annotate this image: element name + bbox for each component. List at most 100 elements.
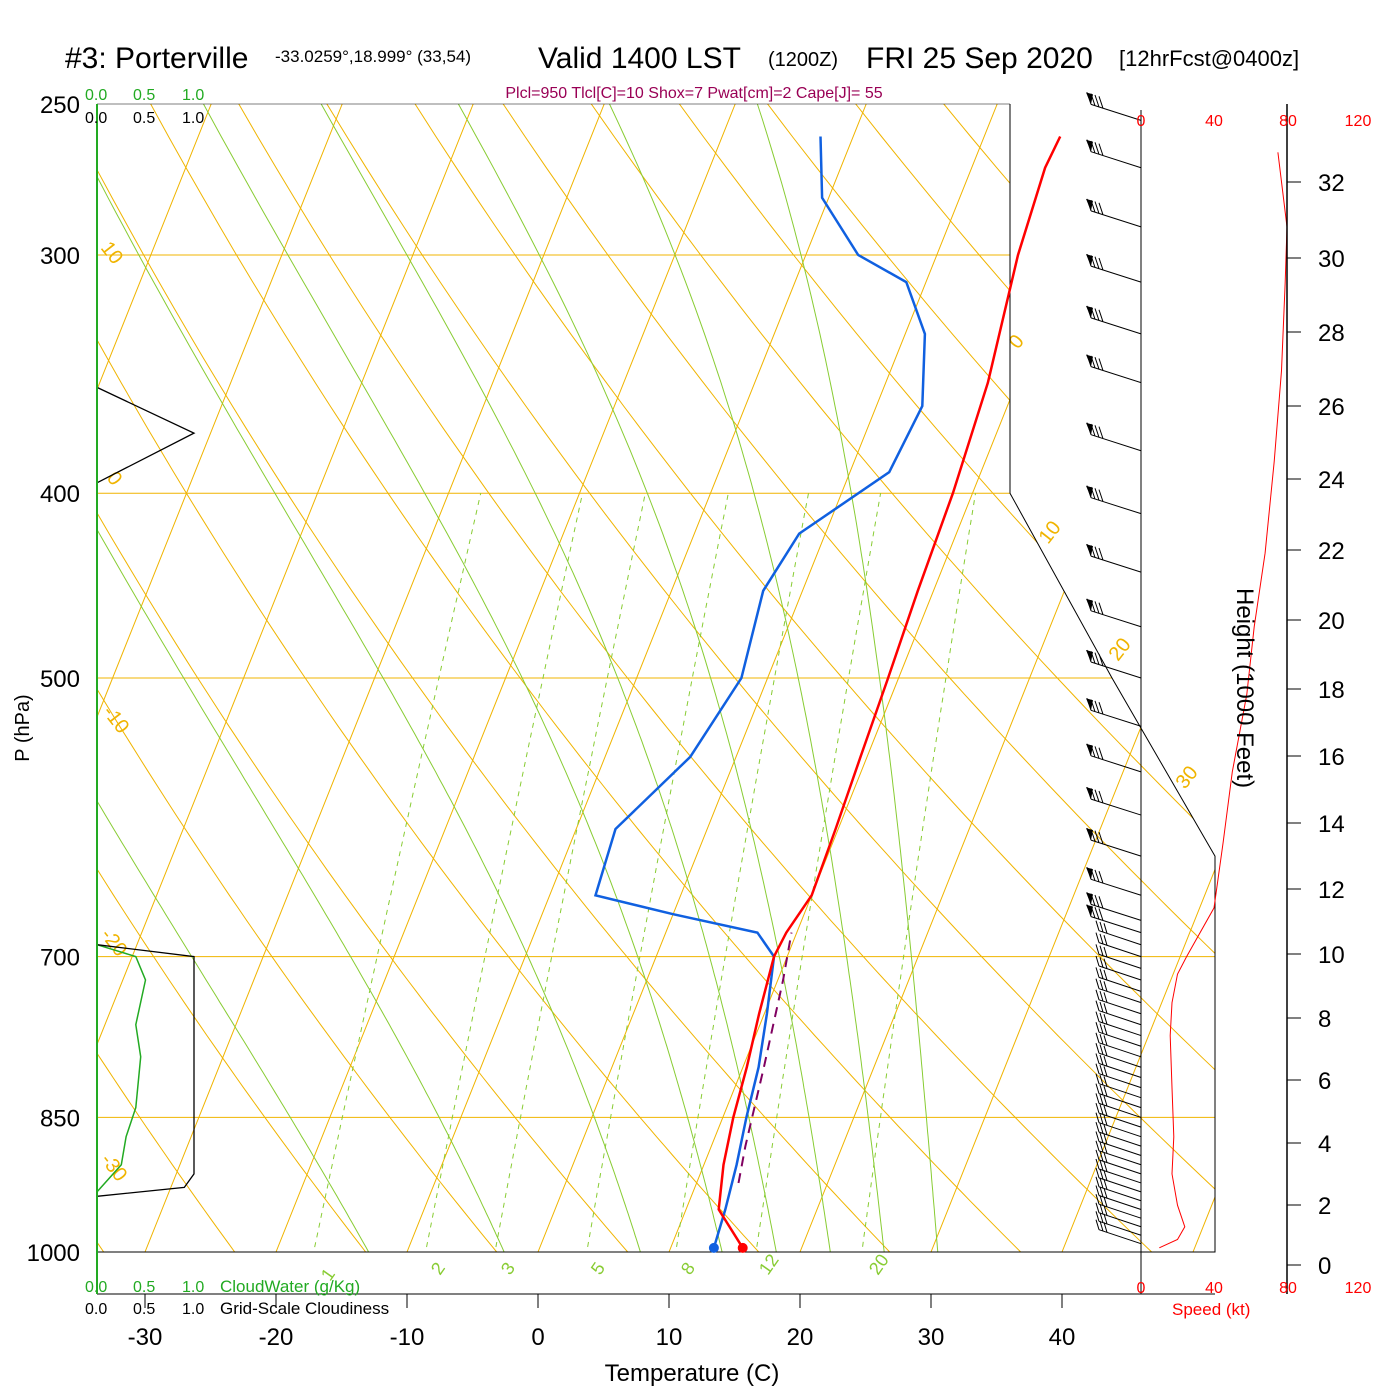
height-tick-label: 14 bbox=[1318, 811, 1345, 838]
isotherm-label: 0 bbox=[1005, 331, 1029, 353]
wind-barb-flag bbox=[1086, 544, 1093, 557]
wind-speed-profile bbox=[1159, 152, 1288, 1249]
wind-barb bbox=[1086, 543, 1142, 573]
wind-barb bbox=[1095, 1022, 1142, 1047]
wind-barb-flag bbox=[1086, 867, 1093, 880]
dry-adiabat-line bbox=[654, 104, 1215, 1252]
moist-adiabat-line bbox=[97, 104, 654, 1252]
isotherm-label: -20 bbox=[96, 925, 131, 961]
cloudiness-label: Grid-Scale Cloudiness bbox=[220, 1299, 389, 1318]
pressure-tick-label: 300 bbox=[40, 243, 80, 270]
mixing-ratio-label: 3 bbox=[497, 1259, 519, 1279]
pressure-tick-label: 850 bbox=[40, 1105, 80, 1132]
wind-barb-flag bbox=[1086, 92, 1093, 105]
cloudwater-tick-top: 0.0 bbox=[85, 87, 107, 104]
wind-barb bbox=[1095, 1112, 1142, 1138]
height-tick-label: 20 bbox=[1318, 608, 1345, 635]
wind-barb bbox=[1095, 1043, 1142, 1068]
wind-barb-flag bbox=[1086, 650, 1093, 662]
cloudiness-tick-top: 0.0 bbox=[85, 110, 107, 127]
wind-barb bbox=[1095, 1158, 1142, 1184]
wind-barb bbox=[1095, 1211, 1142, 1236]
isotherm-label: -10 bbox=[98, 702, 133, 738]
pressure-tick-label: 250 bbox=[40, 92, 80, 119]
isotherm-line bbox=[406, 104, 867, 1252]
wind-barb bbox=[1086, 354, 1142, 384]
zulu-time: (1200Z) bbox=[768, 49, 838, 71]
pressure-tick-label: 1000 bbox=[27, 1240, 80, 1267]
height-tick-label: 0 bbox=[1318, 1253, 1331, 1280]
wind-barb-flag bbox=[1086, 787, 1093, 800]
wind-barb bbox=[1095, 920, 1142, 946]
moist-adiabat-line bbox=[609, 104, 890, 1252]
cloudwater-label: CloudWater (g/Kg) bbox=[220, 1277, 360, 1296]
speed-tick-label-top: 80 bbox=[1279, 113, 1297, 130]
wind-barb-flag bbox=[1086, 698, 1093, 711]
isotherm-line bbox=[537, 104, 998, 1252]
sounding-indices: Plcl=950 Tlcl[C]=10 Shox=7 Pwat[cm]=2 Ca… bbox=[505, 85, 882, 102]
isotherm-label: 10 bbox=[96, 238, 127, 269]
moist-adiabat-line bbox=[203, 104, 732, 1252]
station-coords: -33.0259°,18.999° (33,54) bbox=[275, 47, 471, 66]
mixing-ratio-line bbox=[671, 493, 809, 1252]
wind-barb-flag bbox=[1086, 305, 1093, 318]
dry-adiabat-line bbox=[97, 104, 664, 1252]
forecast-info: [12hrFcst@0400z] bbox=[1119, 46, 1299, 71]
x-tick-label: 40 bbox=[1049, 1324, 1076, 1351]
cloudiness-tick-top: 0.5 bbox=[133, 110, 155, 127]
wind-barb bbox=[1095, 978, 1142, 1004]
cloudiness-profile bbox=[96, 944, 195, 1197]
dry-adiabat-line bbox=[97, 104, 266, 1252]
wind-barb bbox=[1086, 598, 1142, 628]
isotherm-line bbox=[97, 104, 343, 1252]
wind-barb bbox=[1095, 1053, 1142, 1078]
dry-adiabat-line bbox=[1352, 70, 1400, 1292]
wind-barb bbox=[1095, 1194, 1142, 1219]
wind-barb bbox=[1095, 1000, 1142, 1026]
pressure-axis-label: P (hPa) bbox=[12, 694, 34, 761]
x-tick-label: -30 bbox=[128, 1324, 163, 1351]
cloudwater-tick-bottom: 0.0 bbox=[85, 1279, 107, 1296]
x-tick-label: -10 bbox=[390, 1324, 425, 1351]
mixing-ratio-label: 2 bbox=[427, 1259, 449, 1279]
wind-barb bbox=[1095, 1093, 1142, 1118]
cloudwater-tick-bottom: 0.5 bbox=[133, 1279, 155, 1296]
height-tick-label: 6 bbox=[1318, 1068, 1331, 1095]
moist-adiabat-line bbox=[320, 104, 785, 1252]
surface-dewpoint-dot bbox=[708, 1242, 719, 1253]
wind-barb bbox=[1086, 198, 1142, 228]
wind-barb bbox=[1095, 1176, 1142, 1202]
wind-barb bbox=[1095, 1140, 1142, 1166]
mixing-ratio-label: 12 bbox=[755, 1250, 783, 1278]
surface-temperature-dot bbox=[737, 1242, 748, 1253]
wind-barb bbox=[1095, 1167, 1142, 1193]
pressure-tick-label: 700 bbox=[40, 945, 80, 972]
dry-adiabat-line bbox=[97, 104, 930, 1252]
cloudwater-tick-bottom: 1.0 bbox=[182, 1279, 204, 1296]
wind-barb-flag bbox=[1086, 904, 1093, 917]
height-tick-label: 28 bbox=[1318, 320, 1345, 347]
dry-adiabat-line bbox=[1177, 104, 1215, 1252]
isotherm-line bbox=[97, 104, 212, 1252]
wind-barb bbox=[1086, 904, 1142, 934]
speed-axis-label: Speed (kt) bbox=[1172, 1300, 1250, 1319]
height-tick-label: 8 bbox=[1318, 1006, 1331, 1033]
wind-barb bbox=[1095, 1073, 1142, 1099]
height-tick-label: 18 bbox=[1318, 677, 1345, 704]
dry-adiabat-line bbox=[132, 104, 1062, 1252]
pressure-tick-label: 500 bbox=[40, 666, 80, 693]
speed-tick-label-bottom: 40 bbox=[1205, 1280, 1223, 1297]
mixing-ratio-line bbox=[420, 493, 583, 1252]
height-tick-label: 16 bbox=[1318, 744, 1345, 771]
speed-tick-label-bottom: 80 bbox=[1279, 1280, 1297, 1297]
wind-barb bbox=[1086, 305, 1142, 335]
cloudiness-tick-top: 1.0 bbox=[182, 110, 204, 127]
isotherm-line bbox=[97, 104, 474, 1252]
isotherm-line bbox=[144, 104, 605, 1252]
wind-barb bbox=[1086, 485, 1142, 515]
temperature-line bbox=[717, 135, 1062, 1249]
wind-barb-flag bbox=[1086, 139, 1093, 152]
dry-adiabat-line bbox=[219, 104, 1195, 1252]
speed-tick-label-bottom: 0 bbox=[1137, 1280, 1146, 1297]
mixing-ratio-line bbox=[751, 493, 882, 1252]
